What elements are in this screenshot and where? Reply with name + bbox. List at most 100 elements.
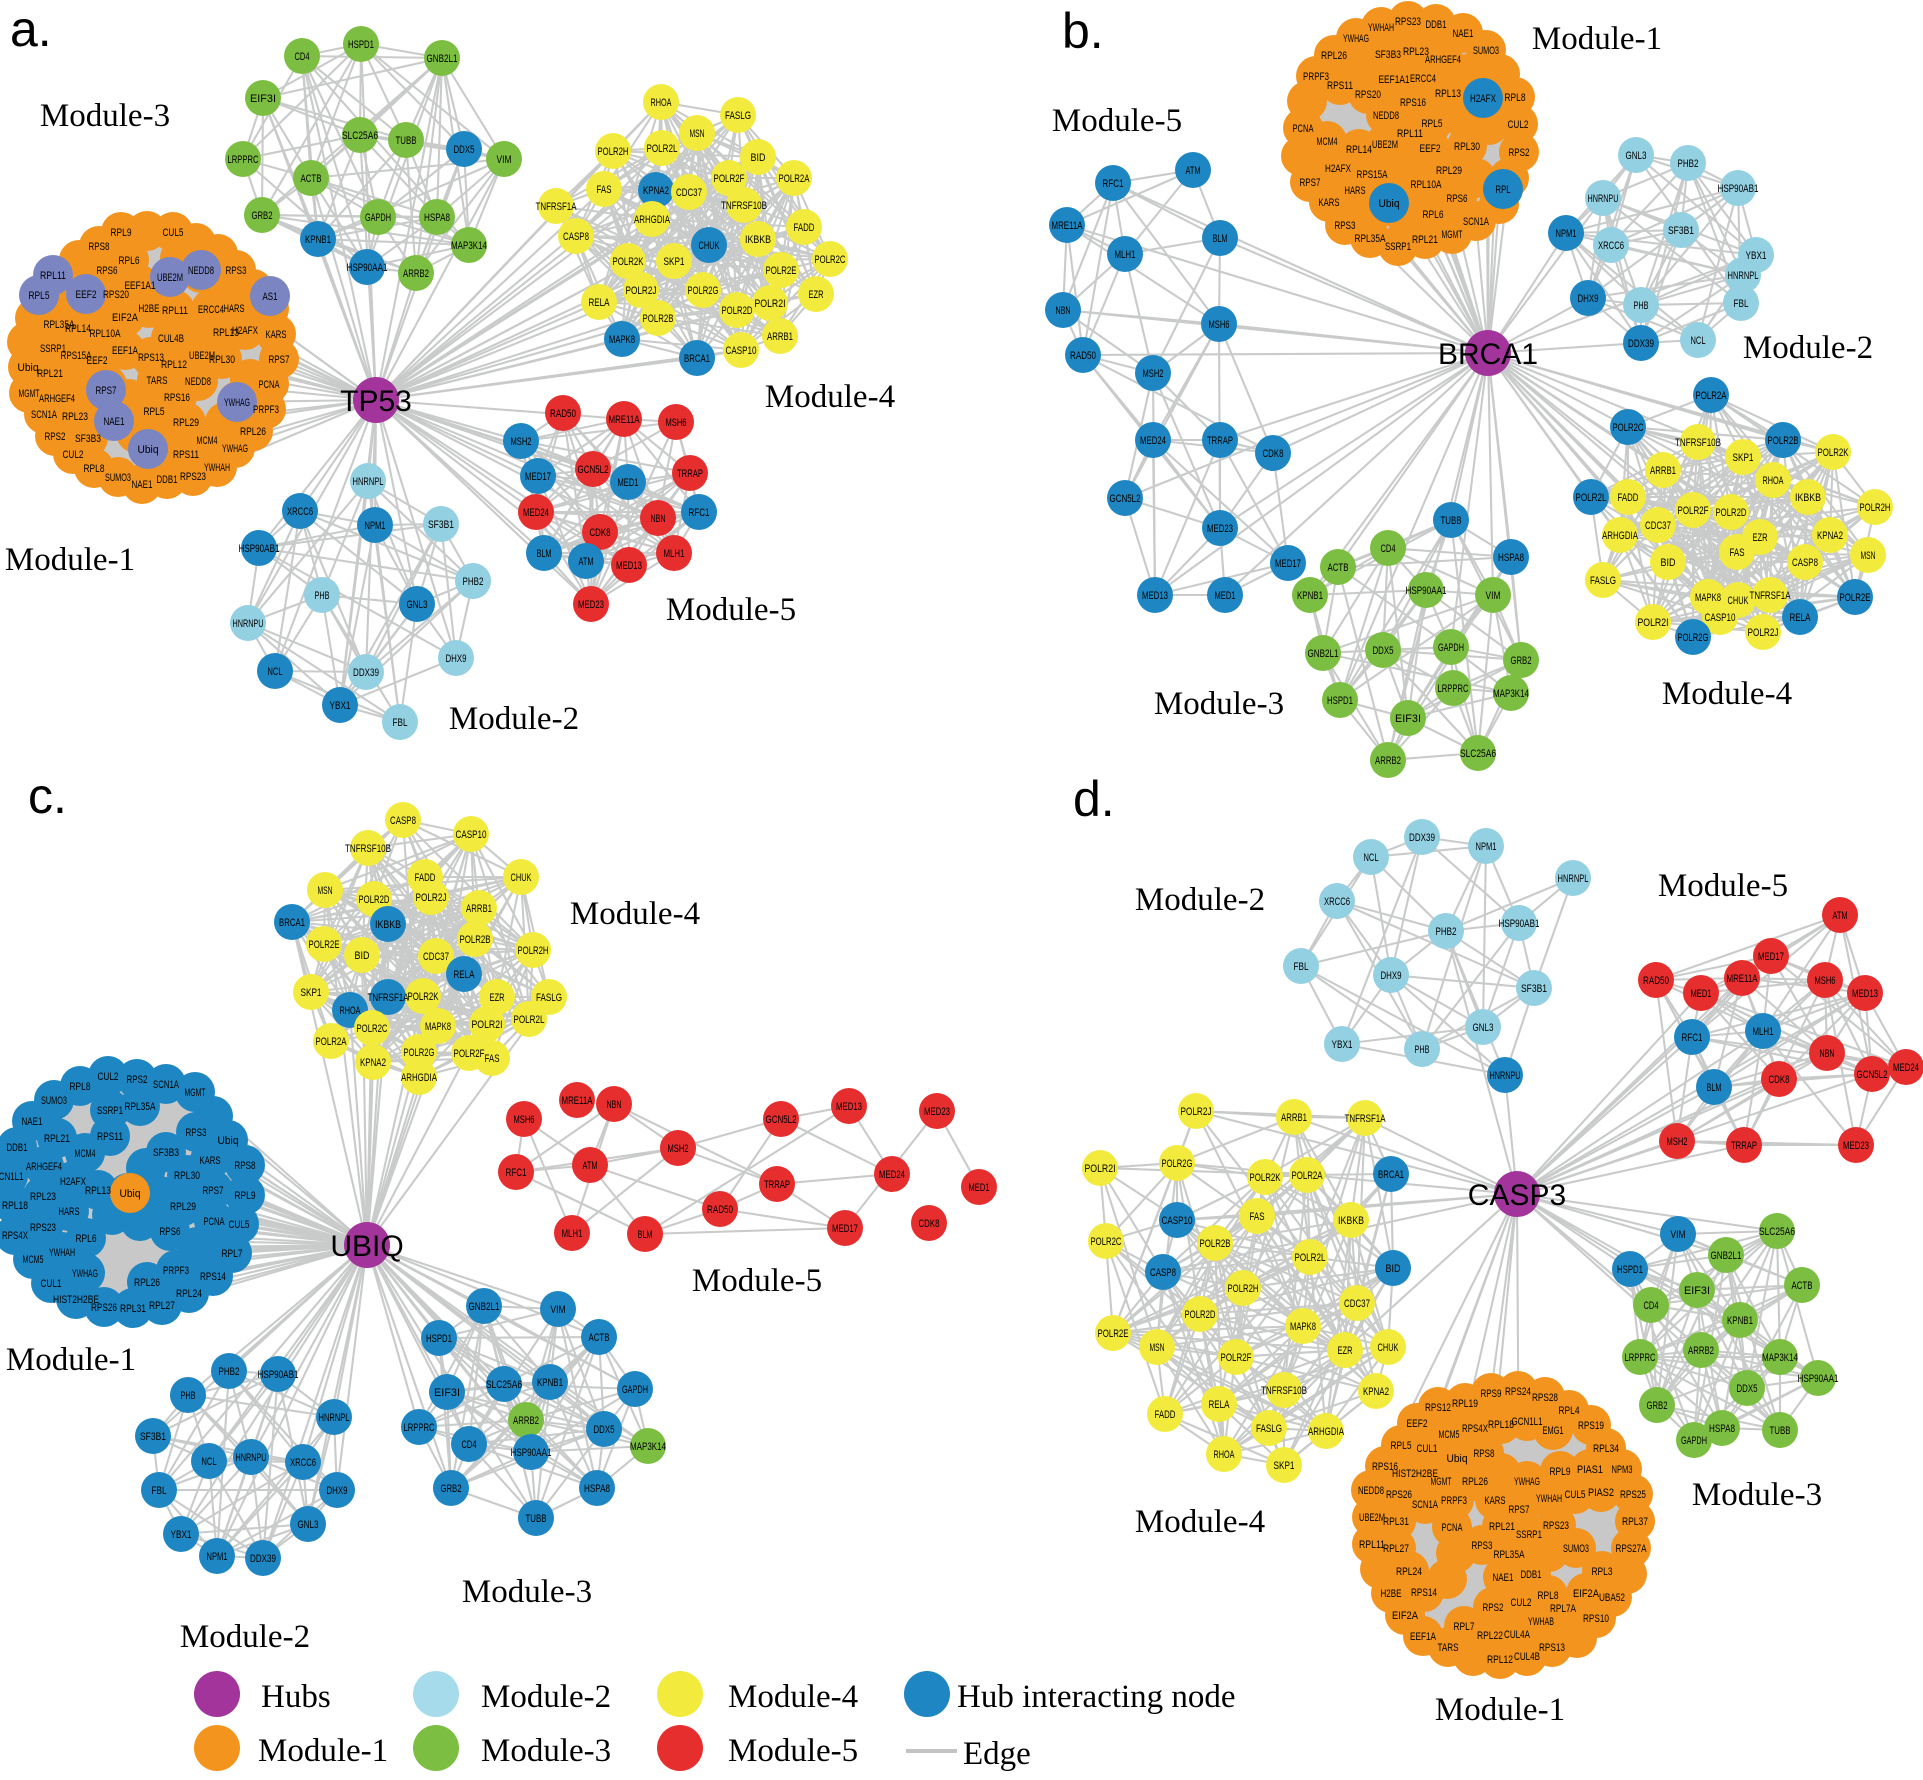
svg-text:VIM: VIM (1671, 1229, 1686, 1241)
svg-text:RPS4X: RPS4X (2, 1230, 28, 1242)
svg-text:ATM: ATM (579, 556, 594, 568)
svg-text:KARS: KARS (266, 329, 287, 341)
svg-text:POLR2I: POLR2I (1085, 1163, 1116, 1175)
svg-text:SF3B3: SF3B3 (153, 1147, 179, 1159)
svg-text:IKBKB: IKBKB (1795, 492, 1821, 504)
svg-text:RPS16: RPS16 (1400, 97, 1426, 109)
svg-text:CASP8: CASP8 (563, 231, 589, 243)
svg-text:RPS23: RPS23 (30, 1222, 56, 1234)
svg-text:CDK8: CDK8 (919, 1218, 940, 1230)
svg-text:RPS27A: RPS27A (1616, 1543, 1647, 1555)
svg-text:BRCA1: BRCA1 (1438, 338, 1538, 371)
svg-text:CDC37: CDC37 (1344, 1298, 1370, 1310)
svg-text:ATM: ATM (1833, 910, 1848, 922)
svg-text:DDX39: DDX39 (1409, 832, 1435, 844)
svg-text:CDK8: CDK8 (590, 527, 611, 539)
svg-text:GRB2: GRB2 (1647, 1400, 1668, 1412)
svg-text:POLR2E: POLR2E (766, 265, 797, 277)
svg-text:Module-4: Module-4 (1135, 1504, 1265, 1540)
svg-text:CUL2: CUL2 (98, 1071, 119, 1083)
svg-text:RPL8: RPL8 (1538, 1590, 1559, 1602)
svg-text:YWHAG: YWHAG (72, 1268, 98, 1280)
svg-text:EZR: EZR (1338, 1345, 1353, 1357)
svg-text:NCL: NCL (268, 666, 283, 678)
svg-text:MCM4: MCM4 (75, 1148, 96, 1160)
svg-text:DDX5: DDX5 (1737, 1383, 1758, 1395)
svg-text:Module-1: Module-1 (1435, 1692, 1565, 1728)
svg-text:SLC25A6: SLC25A6 (1460, 748, 1496, 760)
svg-text:GRB2: GRB2 (252, 210, 273, 222)
svg-text:MSH2: MSH2 (1667, 1136, 1688, 1148)
svg-text:PIAS1: PIAS1 (1577, 1464, 1603, 1476)
svg-text:TNFRSF10B: TNFRSF10B (1261, 1385, 1307, 1397)
svg-text:ERCC4: ERCC4 (1410, 73, 1436, 85)
svg-text:Ubiq: Ubiq (138, 444, 159, 456)
svg-text:BID: BID (355, 950, 370, 962)
svg-text:RAD50: RAD50 (1643, 975, 1669, 987)
svg-text:SCN1A: SCN1A (1463, 216, 1489, 228)
svg-text:MED17: MED17 (1275, 558, 1301, 570)
svg-text:HIST2H2BE: HIST2H2BE (1392, 1468, 1438, 1480)
svg-text:ACTB: ACTB (301, 173, 322, 185)
svg-text:GRB2: GRB2 (1511, 655, 1532, 667)
svg-text:MLH1: MLH1 (664, 548, 685, 560)
svg-text:POLR2F: POLR2F (1221, 1352, 1252, 1364)
svg-text:POLR2B: POLR2B (1200, 1238, 1231, 1250)
svg-text:Ubiq: Ubiq (18, 362, 39, 374)
svg-text:Module-3: Module-3 (462, 1574, 592, 1610)
svg-text:MED13: MED13 (836, 1101, 862, 1113)
svg-text:MED24: MED24 (1140, 435, 1166, 447)
svg-text:RPS14: RPS14 (1411, 1587, 1437, 1599)
svg-text:HSPD1: HSPD1 (426, 1333, 452, 1345)
svg-text:RFC1: RFC1 (1103, 178, 1124, 190)
svg-text:RPL21: RPL21 (37, 368, 63, 380)
svg-text:TARS: TARS (1438, 1642, 1459, 1654)
svg-text:CHUK: CHUK (1728, 595, 1749, 607)
svg-text:DDX39: DDX39 (353, 667, 379, 679)
svg-text:POLR2F: POLR2F (454, 1048, 485, 1060)
svg-text:FASLG: FASLG (1256, 1423, 1282, 1435)
svg-text:POLR2B: POLR2B (1768, 435, 1799, 447)
svg-text:MAPK8: MAPK8 (1695, 592, 1721, 604)
svg-text:GCN5L2: GCN5L2 (766, 1114, 797, 1126)
svg-text:FAS: FAS (1250, 1211, 1265, 1223)
svg-text:ACTB: ACTB (1792, 1280, 1813, 1292)
svg-text:CHUK: CHUK (511, 872, 532, 884)
svg-text:FASLG: FASLG (536, 992, 562, 1004)
svg-text:SF3B1: SF3B1 (428, 519, 454, 531)
svg-text:RPL27: RPL27 (1383, 1543, 1409, 1555)
svg-text:RPS25: RPS25 (1620, 1489, 1646, 1501)
svg-text:Module-4: Module-4 (1662, 676, 1792, 712)
svg-text:POLR2A: POLR2A (1696, 390, 1727, 402)
svg-text:HNRNPU: HNRNPU (236, 1452, 267, 1464)
svg-text:RPL30: RPL30 (174, 1170, 200, 1182)
svg-text:NPM1: NPM1 (365, 520, 386, 532)
svg-text:POLR2I: POLR2I (755, 298, 786, 310)
svg-text:CUL1: CUL1 (1417, 1443, 1438, 1455)
svg-text:DDX5: DDX5 (454, 144, 475, 156)
svg-text:ERCC4: ERCC4 (198, 304, 224, 316)
svg-text:ACTB: ACTB (589, 1332, 610, 1344)
svg-text:RPL: RPL (1496, 184, 1511, 196)
svg-text:Module-5: Module-5 (666, 592, 796, 628)
svg-text:DDX5: DDX5 (594, 1424, 615, 1436)
svg-text:POLR2F: POLR2F (1678, 505, 1709, 517)
svg-text:LRPPRC: LRPPRC (228, 154, 259, 166)
svg-text:KPNB1: KPNB1 (1297, 590, 1323, 602)
svg-text:RPL11: RPL11 (40, 270, 66, 282)
svg-text:MRE11A: MRE11A (1052, 220, 1083, 232)
svg-text:CASP3: CASP3 (1468, 1179, 1566, 1212)
svg-text:RPL21: RPL21 (44, 1133, 70, 1145)
svg-text:MAP3K14: MAP3K14 (1762, 1352, 1798, 1364)
svg-text:POLR2D: POLR2D (722, 305, 753, 317)
svg-text:BLM: BLM (1707, 1082, 1722, 1094)
svg-text:EIF2A: EIF2A (1573, 1588, 1600, 1600)
svg-text:HNRNPL: HNRNPL (319, 1412, 350, 1424)
svg-text:FADD: FADD (794, 222, 815, 234)
svg-text:EIF2A: EIF2A (112, 312, 139, 324)
svg-text:RELA: RELA (1209, 1399, 1230, 1411)
svg-text:ARHGDIA: ARHGDIA (1308, 1426, 1344, 1438)
svg-text:YBX1: YBX1 (330, 700, 351, 712)
svg-text:PHB: PHB (315, 590, 330, 602)
svg-text:SF3B1: SF3B1 (140, 1431, 166, 1443)
